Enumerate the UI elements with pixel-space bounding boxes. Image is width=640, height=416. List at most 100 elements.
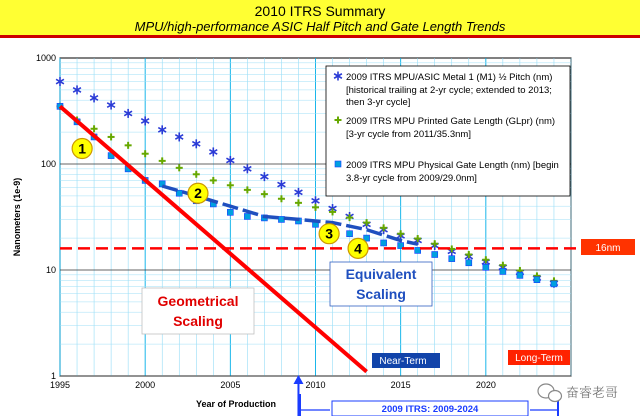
data-point-series-1: [414, 235, 422, 243]
title-banner: 2010 ITRS Summary MPU/high-performance A…: [0, 0, 640, 38]
data-point-series-2: [346, 230, 353, 238]
data-point-series-1: [107, 133, 115, 141]
data-point-series-0: [72, 85, 82, 95]
itrs-span: 2009 ITRS: 2009-2024: [299, 394, 559, 416]
data-point-series-1: [192, 170, 200, 178]
data-point-series-1: [482, 256, 490, 264]
limit-16nm-tag: [581, 239, 635, 255]
data-point-series-1: [226, 181, 234, 189]
data-point-series-2: [448, 255, 456, 262]
data-point-series-0: [208, 147, 218, 157]
equivalent-scaling-label: Equivalent Scaling: [329, 261, 433, 307]
data-point-series-2: [465, 259, 473, 267]
legend-note-physical: 3.8-yr cycle from 2009/29.0nm]: [346, 173, 477, 184]
legend-entry-glpr: 2009 ITRS MPU Printed Gate Length (GLpr)…: [346, 116, 555, 127]
span-box: [331, 400, 529, 416]
legend-note-m1-a: [historical trailing at 2-yr cycle; exte…: [346, 85, 552, 96]
data-point-series-2: [227, 209, 234, 216]
data-point-series-1: [329, 208, 337, 216]
x-tick-label: 2015: [391, 380, 411, 390]
watermark-text: 奋睿老哥: [566, 386, 618, 401]
geometrical-scaling-line2: Scaling: [173, 313, 223, 329]
x-tick-label: 2000: [135, 380, 155, 390]
geometrical-scaling-line1: Geometrical: [158, 293, 239, 309]
near-term-label: Near-Term: [379, 356, 426, 367]
data-point-series-0: [174, 132, 184, 142]
data-point-series-0: [277, 180, 286, 190]
data-point-series-2: [380, 239, 387, 247]
y-tick-label: 1000: [36, 53, 56, 63]
legend-marker-m1: [333, 71, 343, 81]
data-point-series-1: [294, 199, 302, 207]
legend-entry-physical: 2009 ITRS MPU Physical Gate Length (nm) …: [346, 160, 559, 171]
equivalent-scaling-line1: Equivalent: [346, 266, 417, 282]
data-point-series-1: [312, 203, 319, 211]
data-point-series-0: [123, 108, 133, 118]
callout-circle: [347, 237, 369, 259]
data-point-series-2: [397, 242, 404, 249]
data-point-series-0: [311, 196, 320, 206]
data-point-series-1: [90, 125, 98, 133]
data-point-series-1: [124, 141, 132, 149]
limit-16nm-label: 16nm: [595, 243, 620, 254]
near-term-arrowhead: [293, 375, 304, 384]
data-point-series-2: [244, 213, 251, 220]
legend-marker-glpr: [334, 116, 342, 124]
data-point-series-2: [278, 216, 285, 223]
data-point-series-1: [499, 261, 507, 269]
data-point-series-2: [414, 247, 422, 254]
geometrical-scaling-line: [58, 104, 368, 374]
data-point-series-1: [141, 150, 149, 158]
equivalent-scaling-box: [329, 261, 433, 307]
callout-number: 3: [325, 226, 333, 242]
callout-number: 1: [78, 141, 86, 157]
legend-box: [325, 65, 571, 197]
x-tick-label: 2020: [476, 380, 496, 390]
data-point-series-0: [106, 100, 116, 110]
data-point-series-1: [277, 195, 285, 203]
y-tick-label: 1: [51, 371, 56, 381]
data-point-series-1: [260, 190, 268, 198]
data-point-series-2: [499, 268, 507, 275]
slide-title: 2010 ITRS Summary: [254, 3, 386, 19]
data-point-series-1: [431, 240, 439, 248]
legend-markers: [333, 71, 343, 168]
callout-number: 2: [194, 185, 202, 201]
legend-note-m1-b: then 3-yr cycle]: [346, 97, 410, 108]
geometrical-scaling-label: Geometrical Scaling: [141, 287, 255, 335]
data-point-series-1: [397, 230, 405, 238]
watermark: 奋睿老哥: [537, 383, 618, 403]
callout-circle: [187, 182, 209, 204]
legend-entry-m1: 2009 ITRS MPU/ASIC Metal 1 (M1) ½ Pitch …: [346, 72, 552, 83]
long-term-tag: [508, 350, 570, 365]
callout-circle: [71, 137, 93, 160]
x-axis-label: Year of Production: [196, 399, 276, 409]
data-point-series-0: [226, 155, 235, 165]
data-point-series-0: [89, 93, 99, 103]
data-point-series-2: [533, 276, 541, 284]
near-term-tag: [372, 353, 440, 368]
data-point-series-2: [516, 272, 524, 279]
data-point-series-0: [191, 139, 201, 149]
data-point-series-2: [482, 264, 490, 271]
x-tick-label: 2005: [220, 380, 240, 390]
data-point-series-2: [431, 251, 439, 258]
data-point-series-0: [140, 116, 150, 126]
y-tick-label: 10: [46, 265, 56, 275]
overlays: 1 2 3 4: [58, 104, 580, 416]
x-tick-label: 2010: [305, 380, 325, 390]
data-point-series-1: [363, 219, 371, 227]
callout-number: 4: [354, 240, 362, 256]
data-point-series-1: [175, 164, 183, 172]
axis-ticks: 1995 2000 2005 2010 2015 2020 1 10 100 1000: [36, 53, 496, 390]
data-point-series-0: [55, 77, 65, 87]
legend-note-glpr: [3-yr cycle from 2011/35.3nm]: [346, 129, 471, 140]
data-point-series-1: [243, 186, 251, 194]
equivalent-scaling-line2: Scaling: [356, 286, 406, 302]
callout-circle: [318, 223, 340, 245]
data-point-series-1: [209, 176, 217, 184]
data-point-series-0: [243, 164, 252, 174]
legend-marker-physical: [334, 160, 342, 168]
long-term-label: Long-Term: [515, 353, 563, 364]
legend: 2009 ITRS MPU/ASIC Metal 1 (M1) ½ Pitch …: [325, 65, 571, 197]
